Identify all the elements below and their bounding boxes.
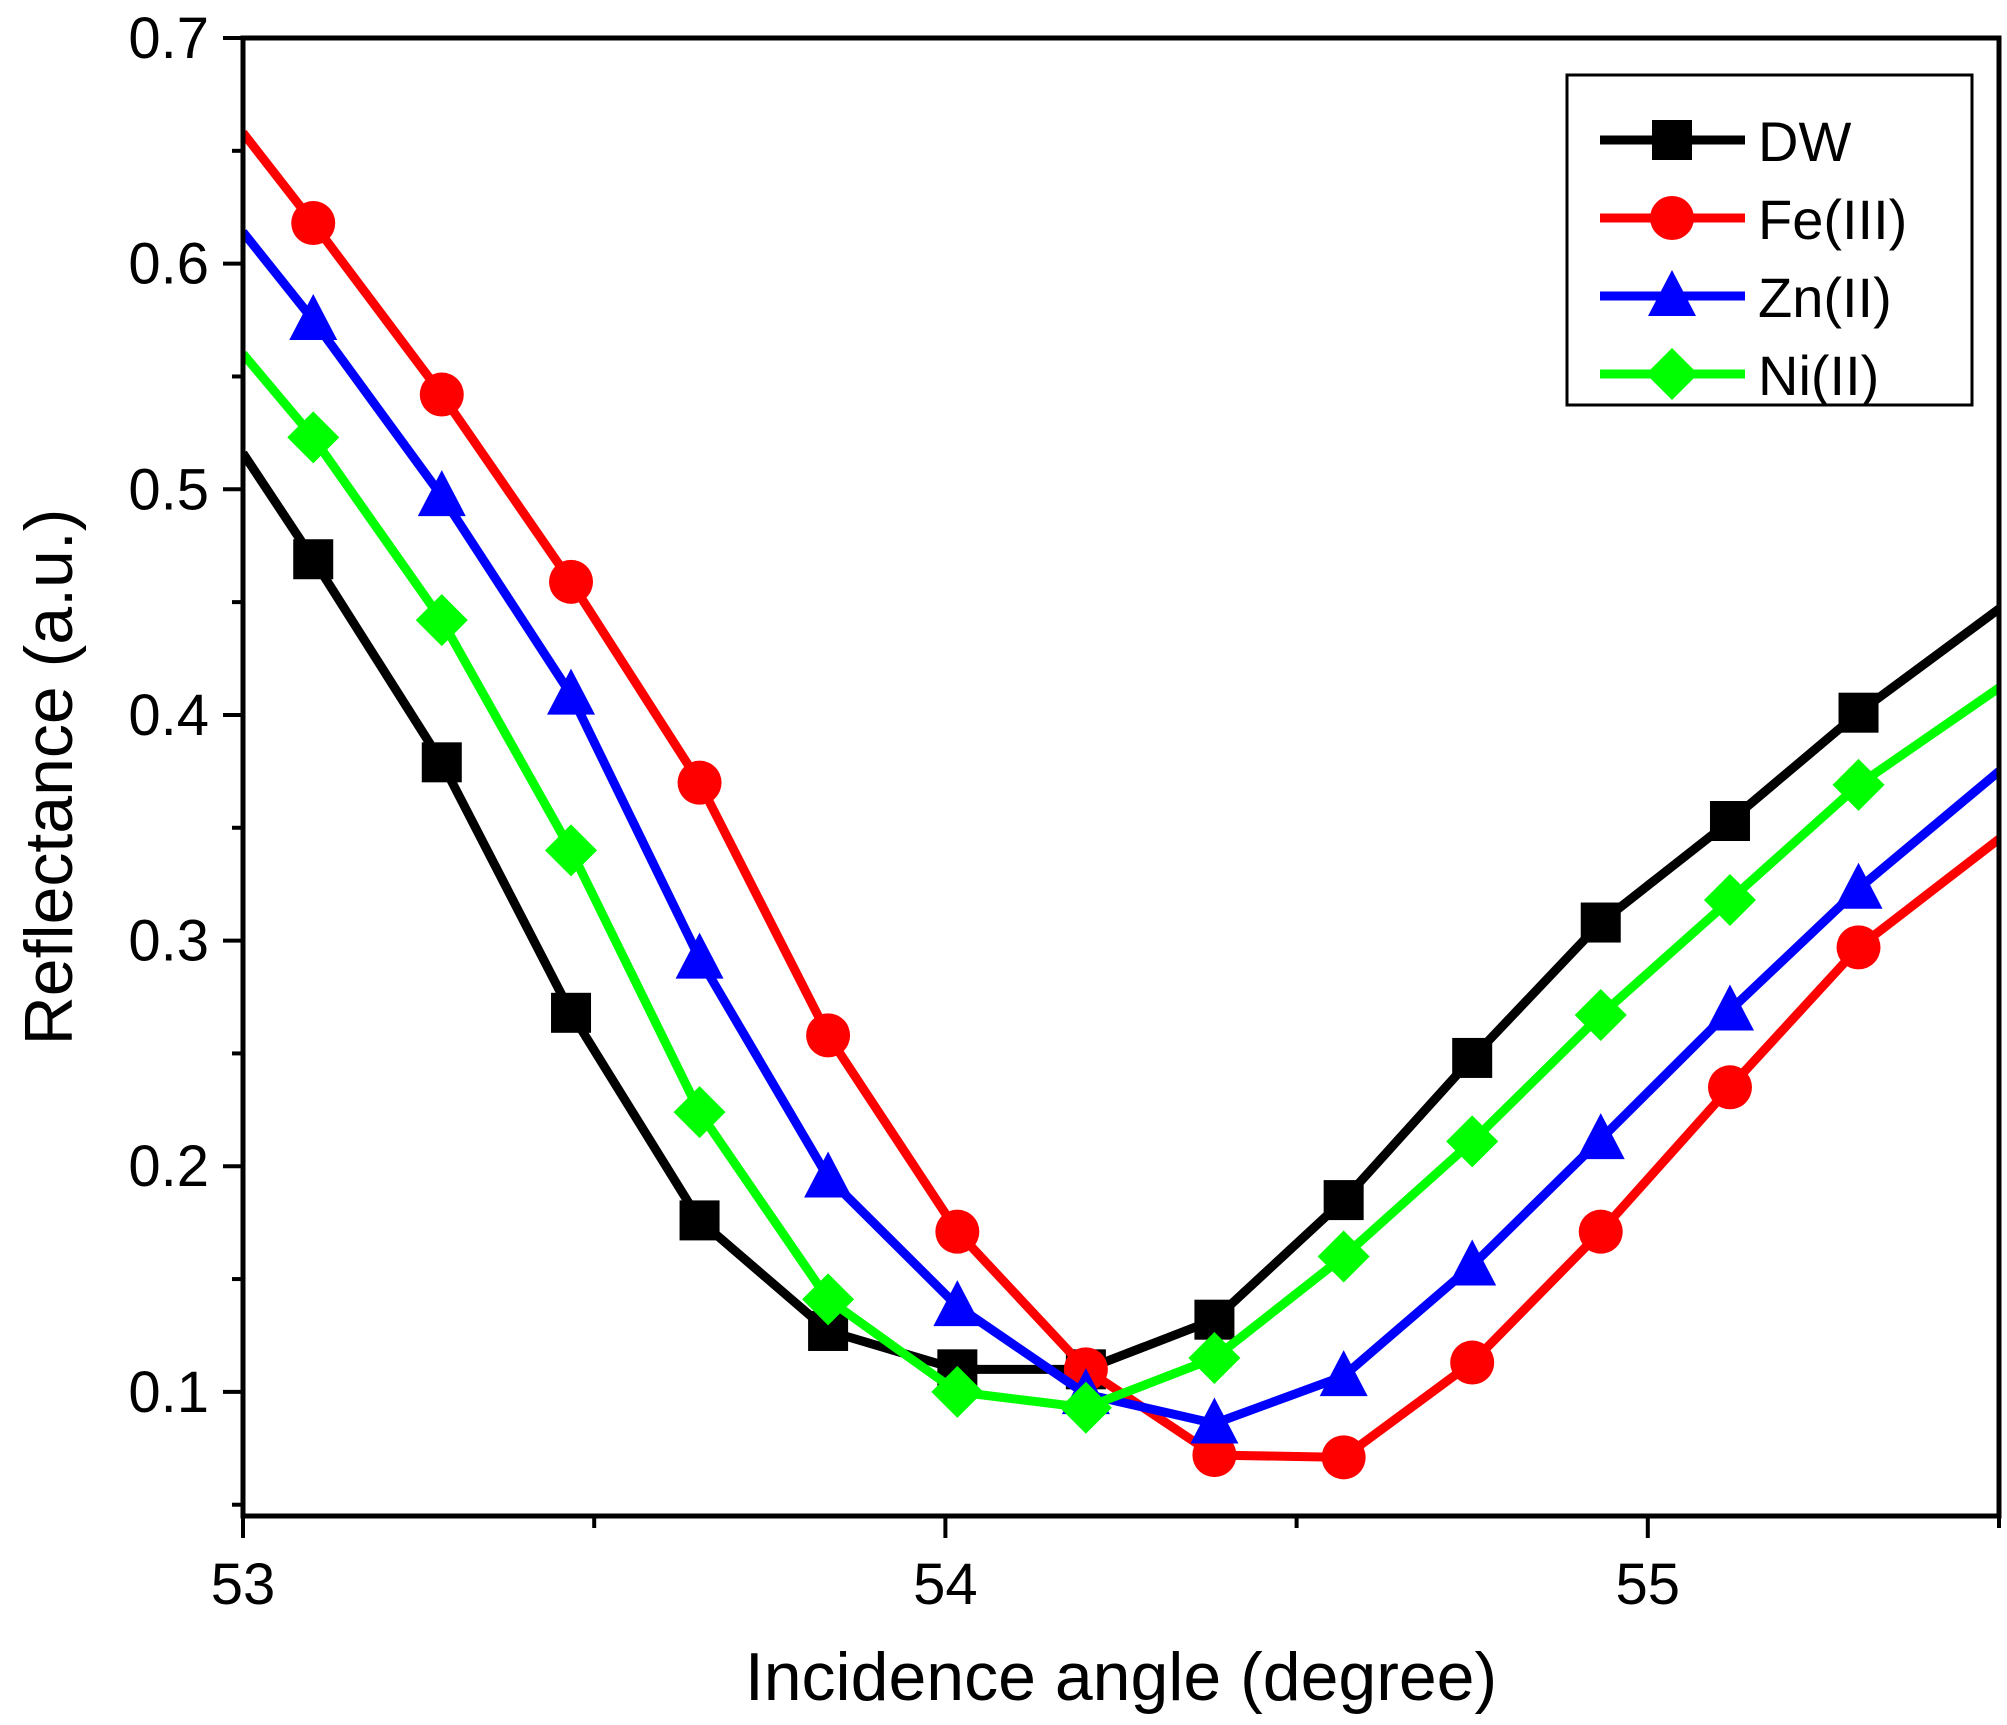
legend-label: Ni(II) <box>1758 344 1879 407</box>
data-point-ni-ii <box>287 411 340 464</box>
data-point-zn-ii <box>1576 1113 1625 1160</box>
data-point-fe-iii <box>1836 925 1881 970</box>
legend-item-dw: DW <box>1600 110 1851 173</box>
data-point-ni-ii <box>931 1365 984 1418</box>
data-point-ni-ii <box>1317 1230 1370 1283</box>
data-point-dw <box>551 992 592 1033</box>
plot-frame <box>240 35 2002 1519</box>
data-point-dw <box>421 742 462 783</box>
data-point-fe-iii <box>1578 1209 1623 1254</box>
data-point-zn-ii <box>804 1151 853 1198</box>
y-tick-label: 0.4 <box>128 683 209 748</box>
data-point-zn-ii <box>1834 862 1883 909</box>
data-point-zn-ii <box>1190 1397 1239 1444</box>
data-point-fe-iii <box>1707 1065 1752 1110</box>
plot-area <box>243 130 1999 1480</box>
data-point-zn-ii <box>675 932 724 979</box>
x-tick-label: 53 <box>211 1552 276 1617</box>
data-point-ni-ii <box>1446 1115 1499 1168</box>
legend-item-ni-ii: Ni(II) <box>1600 344 1879 407</box>
data-point-ni-ii <box>1574 989 1627 1042</box>
y-tick-label: 0.1 <box>128 1360 209 1425</box>
data-point-dw <box>1709 801 1750 842</box>
data-point-fe-iii <box>806 1013 851 1058</box>
data-point-ni-ii <box>1059 1381 1112 1434</box>
legend-label: Fe(III) <box>1758 188 1907 251</box>
data-point-zn-ii <box>1705 984 1754 1031</box>
data-point-fe-iii <box>935 1209 980 1254</box>
y-axis-title: Reflectance (a.u.) <box>11 509 87 1046</box>
data-point-ni-ii <box>673 1086 726 1139</box>
data-point-zn-ii <box>1319 1350 1368 1397</box>
legend-label: DW <box>1758 110 1851 173</box>
legend-label: Zn(II) <box>1758 266 1892 329</box>
data-point-zn-ii <box>289 294 338 341</box>
data-point-fe-iii <box>1192 1433 1237 1478</box>
data-point-zn-ii <box>417 470 466 517</box>
data-point-dw <box>1838 692 1879 733</box>
data-point-dw <box>1323 1180 1364 1221</box>
data-point-ni-ii <box>545 824 598 877</box>
x-axis-title: Incidence angle (degree) <box>745 1639 1497 1715</box>
data-point-fe-iii <box>549 559 594 604</box>
y-tick-label: 0.5 <box>128 457 209 522</box>
data-point-ni-ii <box>1703 873 1756 926</box>
data-point-ni-ii <box>1188 1332 1241 1385</box>
axis-ticks: 53 54 55 0.1 0.2 0.3 0.4 0.5 0.6 0.7 <box>128 6 2001 1617</box>
legend-marker <box>1648 270 1696 316</box>
legend-box <box>1565 73 1974 407</box>
data-point-zn-ii <box>1448 1239 1497 1286</box>
data-point-fe-iii <box>291 201 336 246</box>
data-point-ni-ii <box>802 1273 855 1326</box>
data-point-zn-ii <box>933 1280 982 1327</box>
legend-marker <box>1646 348 1698 400</box>
data-point-zn-ii <box>547 668 596 715</box>
y-tick-label: 0.3 <box>128 909 209 974</box>
legend-item-zn-ii: Zn(II) <box>1600 266 1892 329</box>
data-point-dw <box>679 1200 720 1241</box>
legend-item-fe-iii: Fe(III) <box>1600 188 1907 251</box>
y-tick-label: 0.7 <box>128 6 209 71</box>
data-point-fe-iii <box>419 372 464 417</box>
data-point-fe-iii <box>1450 1340 1495 1385</box>
legend-marker <box>1652 120 1692 160</box>
data-point-ni-ii <box>1832 758 1885 811</box>
data-point-fe-iii <box>1321 1435 1366 1480</box>
x-tick-label: 55 <box>1616 1552 1681 1617</box>
legend-marker <box>1650 196 1694 240</box>
y-tick-label: 0.6 <box>128 232 209 297</box>
series-ni-ii <box>243 351 1999 1434</box>
data-point-dw <box>1580 902 1621 943</box>
data-point-dw <box>1452 1037 1493 1078</box>
legend: DW Fe(III) Zn(II) Ni(II) <box>1565 73 1974 407</box>
x-tick-label: 54 <box>913 1552 978 1617</box>
y-tick-label: 0.2 <box>128 1134 209 1199</box>
data-point-ni-ii <box>415 594 468 647</box>
data-point-fe-iii <box>677 760 722 805</box>
data-point-dw <box>293 539 334 580</box>
